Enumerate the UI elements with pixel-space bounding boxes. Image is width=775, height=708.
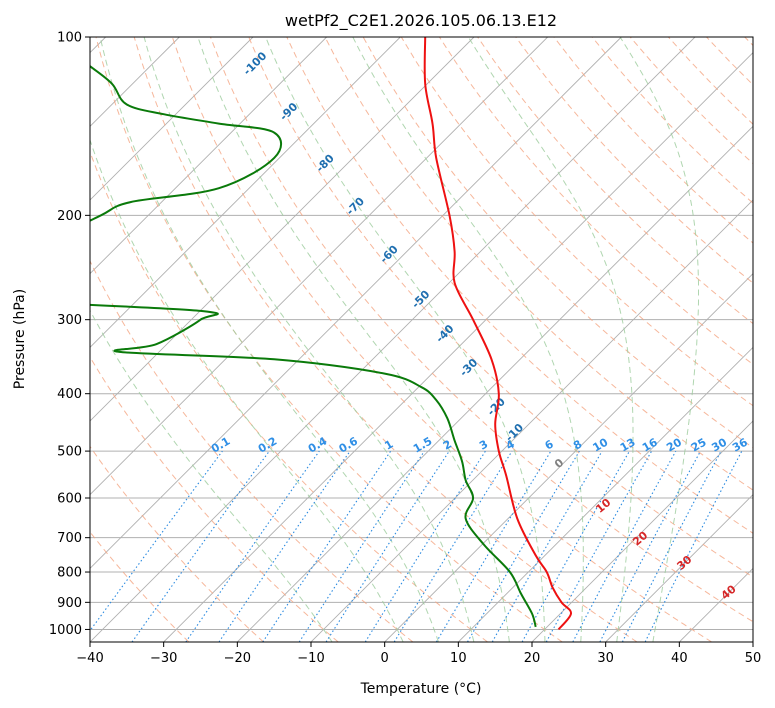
- isotherm-line: [531, 420, 753, 642]
- dewpoint-profile-line: [90, 64, 537, 628]
- mixing-ratio-line: [545, 450, 653, 642]
- x-tick-label: 30: [597, 651, 614, 666]
- x-tick-label: −10: [297, 651, 324, 666]
- isotherm-line: [163, 52, 753, 642]
- x-tick-label: −40: [76, 651, 103, 666]
- x-axis-label: Temperature (°C): [360, 681, 482, 697]
- isotherm-line: [90, 37, 696, 642]
- isotherm-line: [90, 37, 254, 201]
- sounding-profiles: [90, 37, 572, 631]
- y-axis-ticks: 100 200 300 400 500 600 700 800 900 1000: [49, 31, 90, 638]
- mixing-ratio-line: [218, 450, 351, 642]
- isotherm-line: [90, 37, 622, 569]
- dry-adiabat-line: [133, 37, 638, 642]
- x-tick-label: −20: [224, 651, 251, 666]
- mixing-ratio-line: [298, 450, 425, 642]
- mixing-ratio-line: [521, 450, 630, 642]
- x-tick-label: 10: [450, 651, 467, 666]
- y-tick-label: 300: [57, 313, 82, 328]
- mixing-ratio-line: [572, 450, 677, 642]
- mixing-ratio-line: [644, 450, 743, 642]
- y-axis-label: Pressure (hPa): [12, 289, 28, 389]
- mixing-ratio-line: [325, 450, 450, 642]
- moist-adiabat-line: [90, 309, 333, 642]
- x-tick-label: 40: [671, 651, 688, 666]
- y-tick-label: 200: [57, 209, 82, 224]
- y-tick-label: 800: [57, 566, 82, 581]
- y-tick-label: 100: [57, 31, 82, 46]
- dry-adiabat-line: [90, 356, 339, 642]
- dry-adiabat-line: [210, 37, 753, 623]
- mixing-ratio-line: [90, 450, 223, 632]
- dry-adiabat-line: [90, 259, 414, 642]
- y-tick-label: 700: [57, 531, 82, 546]
- x-axis-ticks: −40 −30 −20 −10 0 10 20 30 40 50: [76, 642, 761, 666]
- y-tick-label: 900: [57, 596, 82, 611]
- isotherm-line: [90, 37, 475, 422]
- y-tick-label: 1000: [49, 623, 82, 638]
- chart-title: wetPf2_C2E1.2026.105.06.13.E12: [285, 11, 557, 31]
- mixing-ratio-line: [393, 450, 513, 642]
- isotherm-line: [605, 494, 753, 642]
- y-tick-label: 500: [57, 445, 82, 460]
- mixing-ratio-line: [262, 450, 392, 642]
- background-lines: [90, 37, 753, 642]
- x-tick-label: −30: [150, 651, 177, 666]
- isotherm-line: [384, 273, 753, 642]
- moist-adiabat-line: [143, 37, 475, 642]
- moist-adiabat-line: [619, 37, 699, 642]
- plot-frame: [89, 36, 754, 643]
- moist-adiabat-line: [352, 37, 584, 642]
- isotherm-line: [458, 346, 753, 642]
- dry-adiabat-line: [90, 445, 264, 642]
- mixing-ratio-line: [131, 450, 270, 642]
- isotherm-line: [90, 37, 327, 275]
- mixing-ratio-line: [185, 450, 320, 642]
- dry-adiabat-line: [324, 37, 753, 491]
- y-tick-label: 600: [57, 492, 82, 507]
- dry-adiabat-line: [95, 37, 563, 642]
- x-tick-label: 20: [524, 651, 541, 666]
- y-tick-label: 400: [57, 387, 82, 402]
- x-tick-label: 50: [745, 651, 762, 666]
- isotherm-line: [90, 37, 548, 496]
- isotherm-line: [90, 37, 401, 348]
- dry-adiabat-line: [171, 37, 712, 642]
- temperature-profile-line: [423, 37, 572, 631]
- dry-adiabat-line: [248, 37, 753, 578]
- moist-adiabat-line: [265, 37, 546, 642]
- dry-adiabat-line: [515, 37, 753, 284]
- dry-adiabat-line: [286, 37, 753, 534]
- isotherm-line: [237, 125, 753, 642]
- moist-adiabat-line: [90, 138, 404, 642]
- moist-adiabat-line: [99, 37, 439, 642]
- x-tick-label: 0: [381, 651, 389, 666]
